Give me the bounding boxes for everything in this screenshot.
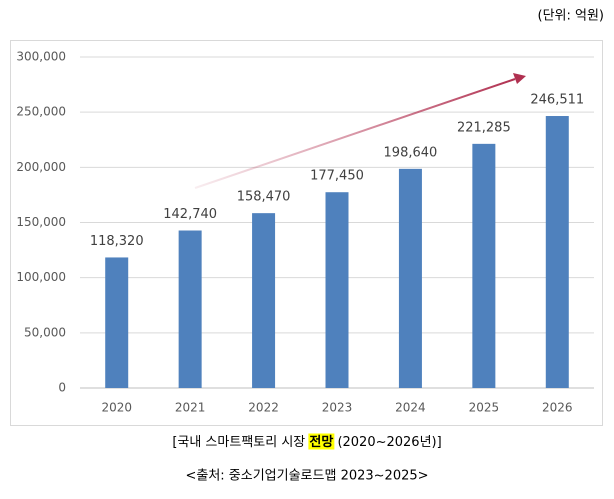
y-tick-label: 100,000 — [16, 270, 66, 284]
source: <출처: 중소기업기술로드맵 2023~2025> — [185, 469, 428, 484]
y-tick-label: 0 — [58, 381, 66, 395]
bar — [472, 143, 496, 388]
y-tick-label: 150,000 — [16, 215, 66, 229]
trend-arrow — [194, 78, 516, 189]
bar — [178, 230, 202, 388]
x-tick-label: 2022 — [248, 401, 279, 415]
y-tick-label: 250,000 — [16, 105, 66, 119]
value-label: 177,450 — [310, 169, 364, 184]
caption-highlight: 전망 — [309, 434, 333, 450]
x-tick-label: 2024 — [395, 401, 426, 415]
caption-part: [국내 스마트팩토리 시장 — [172, 435, 309, 450]
caption: [국내 스마트팩토리 시장 전망 (2020~2026년)] — [172, 434, 441, 450]
caption-highlight-bg — [308, 433, 335, 450]
x-tick-label: 2026 — [542, 401, 573, 415]
y-tick-label: 300,000 — [16, 50, 66, 64]
caption-part: (2020~2026년)] — [333, 435, 441, 450]
bar — [252, 213, 276, 388]
value-label: 118,320 — [90, 234, 144, 249]
y-tick-label: 200,000 — [16, 160, 66, 174]
value-label: 221,285 — [457, 120, 511, 135]
x-tick-label: 2021 — [175, 401, 206, 415]
x-tick-label: 2025 — [469, 401, 500, 415]
x-tick-label: 2020 — [101, 401, 132, 415]
value-label: 246,511 — [530, 93, 584, 108]
bar — [545, 116, 569, 388]
bar — [105, 257, 129, 388]
y-tick-label: 50,000 — [24, 325, 66, 339]
trend-arrow-head — [513, 73, 526, 84]
value-label: 198,640 — [384, 145, 438, 160]
value-label: 158,470 — [237, 190, 291, 205]
x-tick-label: 2023 — [322, 401, 353, 415]
unit-label: (단위: 억원) — [538, 9, 605, 24]
bar — [325, 192, 349, 388]
bar — [398, 168, 422, 388]
value-label: 142,740 — [163, 207, 217, 222]
